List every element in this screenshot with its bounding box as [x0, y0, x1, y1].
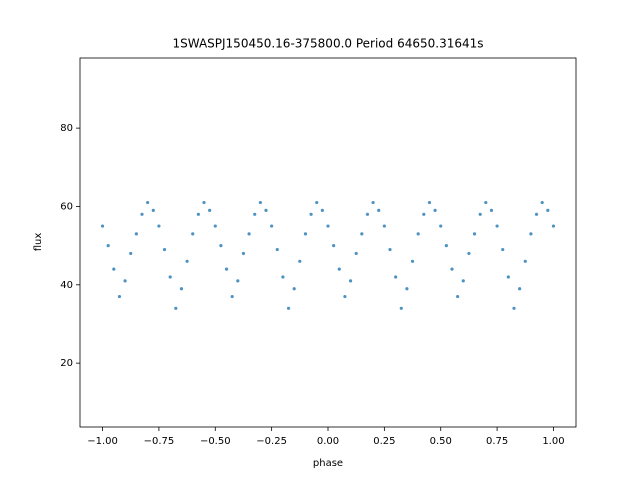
point [416, 232, 420, 236]
point [224, 267, 229, 271]
point [523, 259, 527, 263]
point [332, 244, 336, 248]
point [472, 232, 477, 236]
point [444, 244, 448, 248]
point [219, 244, 223, 248]
point [117, 294, 122, 299]
point [489, 208, 494, 212]
point [258, 200, 262, 205]
x-tick-label: 0.75 [486, 436, 508, 447]
point [371, 200, 375, 205]
point [275, 247, 279, 252]
x-tick-label: −1.00 [87, 436, 118, 447]
point [439, 224, 443, 228]
point [270, 224, 274, 228]
point [326, 224, 330, 228]
x-axis-label: phase [313, 458, 343, 469]
x-tick-label: −0.25 [256, 436, 287, 447]
point [360, 232, 364, 236]
point [377, 208, 381, 212]
point [484, 200, 488, 205]
point [427, 200, 432, 205]
point [422, 212, 426, 216]
point [174, 306, 178, 310]
x-tick-label: 0.25 [373, 436, 395, 447]
point [405, 287, 409, 291]
point [450, 267, 454, 271]
point [540, 200, 544, 205]
y-tick-label: 80 [60, 123, 73, 134]
point [506, 275, 510, 279]
y-tick-label: 40 [60, 280, 73, 291]
point [247, 232, 251, 236]
point [456, 294, 460, 299]
y-axis-label: flux [33, 233, 44, 252]
point [343, 294, 347, 299]
point [140, 212, 144, 216]
y-tick-label: 20 [60, 358, 73, 369]
x-tick-label: 1.00 [542, 436, 564, 447]
point [303, 232, 308, 236]
point [241, 251, 246, 256]
point [134, 232, 138, 236]
point [196, 212, 200, 216]
point [162, 247, 167, 252]
point [236, 279, 240, 283]
point [433, 208, 437, 212]
point [382, 224, 386, 228]
point [546, 208, 550, 212]
point [157, 224, 161, 228]
point [534, 212, 539, 216]
point [320, 208, 324, 212]
point [112, 267, 116, 271]
point [348, 279, 353, 283]
point [399, 306, 403, 310]
point [354, 251, 358, 256]
point [337, 267, 341, 271]
point [168, 275, 172, 279]
point [315, 200, 319, 205]
point [309, 212, 313, 216]
point [298, 259, 302, 263]
point [106, 244, 110, 248]
point [495, 224, 499, 228]
point [286, 306, 291, 310]
point [529, 232, 533, 236]
point [467, 251, 471, 256]
point [292, 287, 296, 291]
point [202, 200, 206, 205]
point [213, 224, 217, 228]
x-tick-label: −0.50 [200, 436, 231, 447]
point [365, 212, 370, 216]
point [208, 208, 212, 212]
point [123, 279, 127, 283]
point [518, 287, 522, 291]
point [129, 251, 133, 256]
point [264, 208, 268, 212]
x-tick-label: 0.50 [430, 436, 452, 447]
point [191, 232, 195, 236]
point [501, 247, 505, 252]
point [281, 275, 285, 279]
point [151, 208, 155, 212]
x-tick-label: 0.00 [317, 436, 339, 447]
point [253, 212, 257, 216]
chart-title: 1SWASPJ150450.16-375800.0 Period 64650.3… [172, 37, 483, 51]
point [410, 259, 415, 263]
point [388, 247, 392, 252]
point [512, 306, 516, 310]
y-tick-label: 60 [60, 201, 73, 212]
x-tick-label: −0.75 [144, 436, 175, 447]
point [179, 287, 184, 291]
point [100, 224, 105, 228]
point [185, 259, 189, 263]
point [461, 279, 465, 283]
point [551, 224, 556, 228]
point [146, 200, 150, 205]
point [394, 275, 398, 279]
point [478, 212, 482, 216]
point [230, 294, 234, 299]
